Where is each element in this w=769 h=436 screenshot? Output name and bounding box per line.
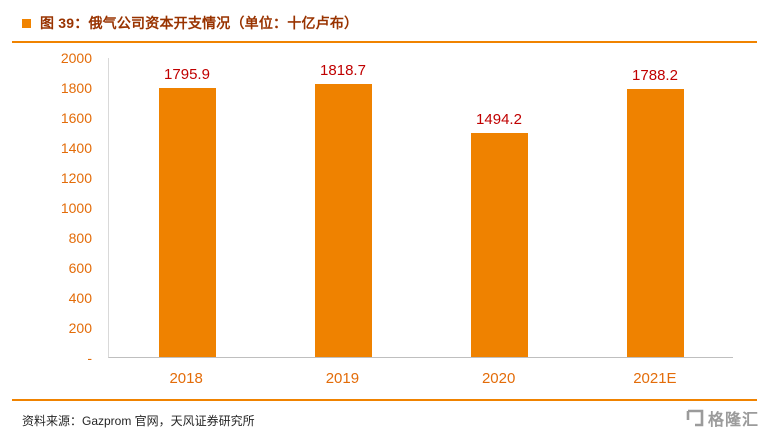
- header-divider: [12, 41, 757, 43]
- y-tick-label: 1200: [60, 170, 92, 186]
- bar-group: 1818.7: [265, 58, 421, 357]
- y-tick-label: 200: [68, 320, 92, 336]
- gelonghui-logo: 格隆汇: [685, 406, 759, 430]
- bar: [314, 84, 372, 357]
- y-tick-label: 2000: [60, 50, 92, 66]
- chart-title: 图 39：俄气公司资本开支情况（单位：十亿卢布）: [40, 15, 359, 31]
- bar-value-label: 1494.2: [476, 110, 522, 128]
- y-tick-label: 400: [68, 290, 92, 306]
- bar-group: 1795.9: [109, 58, 265, 357]
- source-text: 资料来源：Gazprom 官网，天风证券研究所: [22, 413, 255, 428]
- bar-value-label: 1795.9: [164, 65, 210, 83]
- bar: [626, 88, 684, 357]
- footer: 资料来源：Gazprom 官网，天风证券研究所 格隆汇: [22, 406, 759, 430]
- y-tick-label: 600: [68, 260, 92, 276]
- gelonghui-logo-text: 格隆汇: [707, 412, 759, 429]
- y-tick-label: 1000: [60, 200, 92, 216]
- gelonghui-logo-icon: [685, 408, 705, 428]
- y-tick-label: 1600: [60, 110, 92, 126]
- footer-divider: [12, 399, 757, 401]
- x-axis-label: 2021E: [633, 370, 677, 387]
- bar-value-label: 1788.2: [632, 66, 678, 84]
- title-bullet-icon: [22, 18, 31, 28]
- y-tick-label: 1800: [60, 80, 92, 96]
- bar: [158, 87, 216, 357]
- bar-group: 1788.2: [577, 58, 733, 357]
- x-axis-label: 2019: [325, 370, 360, 387]
- bar-group: 1494.2: [421, 58, 577, 357]
- y-tick-label: 1400: [60, 140, 92, 156]
- x-axis-label: 2018: [169, 370, 203, 387]
- chart-header: 图 39：俄气公司资本开支情况（单位：十亿卢布）: [0, 0, 769, 41]
- x-axis-label: 2020: [481, 370, 516, 387]
- y-tick-label: 800: [68, 230, 92, 246]
- bar-chart: 2000 1800 1600 1400 1200 1000 800 600 400 200 - 17…: [0, 44, 769, 387]
- bar-value-label: 1818.7: [320, 62, 366, 80]
- plot-area: 1795.9 1818.7 1494.2 1788.2: [108, 58, 733, 358]
- y-axis: 2000 1800 1600 1400 1200 1000 800 600 400 200 -: [0, 50, 100, 366]
- bar: [470, 132, 528, 357]
- y-tick-label: -: [87, 350, 92, 366]
- x-axis: 2018 2019 2020 2021E: [108, 364, 733, 390]
